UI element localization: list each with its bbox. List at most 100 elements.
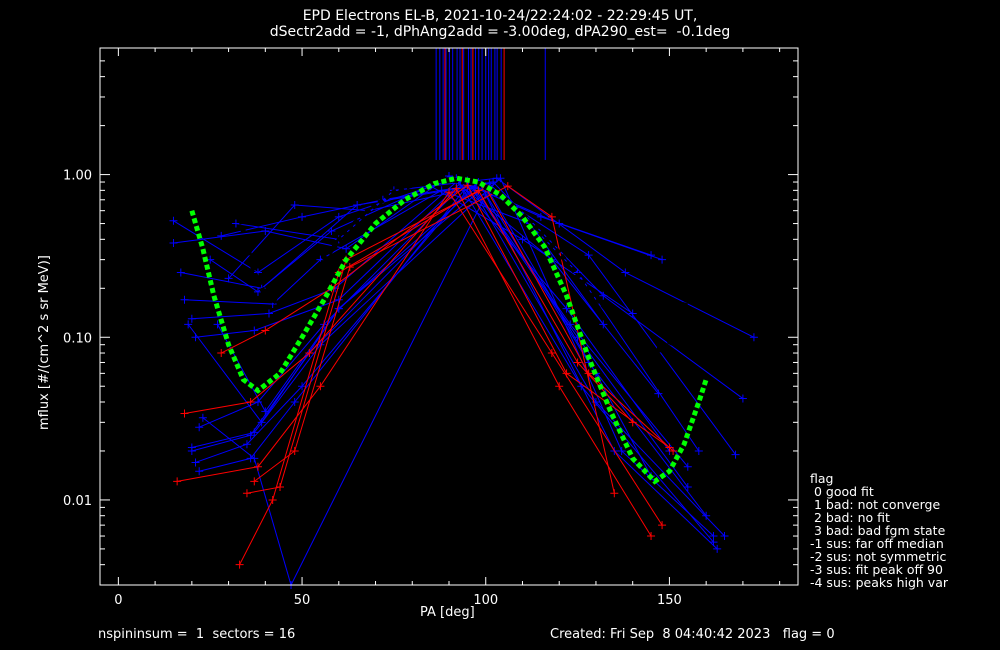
- series-line: [198, 179, 689, 488]
- data-point: [342, 244, 351, 253]
- data-point: [573, 358, 582, 367]
- data-point: [658, 521, 667, 530]
- data-point: [738, 394, 747, 403]
- data-point: [683, 462, 692, 471]
- x-axis-label: PA [deg]: [420, 605, 475, 620]
- data-point: [246, 397, 255, 406]
- data-point: [191, 458, 200, 467]
- reference-curves-layer: [189, 53, 709, 485]
- data-point: [224, 274, 233, 283]
- data-point: [334, 212, 343, 221]
- data-point: [720, 532, 729, 541]
- data-point: [445, 188, 453, 197]
- data-point: [669, 446, 678, 455]
- data-point: [242, 440, 251, 449]
- data-point: [242, 489, 251, 498]
- data-point: [290, 397, 299, 406]
- data-point: [217, 349, 226, 358]
- data-point: [713, 544, 722, 553]
- series-line: [253, 185, 615, 494]
- legend-entry: 2 bad: no fit: [810, 510, 890, 525]
- data-point: [253, 462, 262, 471]
- data-point: [628, 309, 637, 318]
- data-point: [305, 349, 314, 358]
- data-point: [180, 409, 189, 418]
- data-point: [518, 235, 527, 244]
- data-point: [610, 489, 619, 498]
- data-point: [253, 287, 262, 296]
- data-point: [261, 407, 270, 416]
- data-point: [316, 382, 325, 391]
- data-point: [290, 201, 299, 210]
- data-point: [503, 182, 512, 191]
- footer-right: Created: Fri Sep 8 04:40:42 2023 flag = …: [550, 627, 835, 642]
- footer-left: nspininsum = 1 sectors = 16: [98, 627, 296, 642]
- chart-title: EPD Electrons EL-B, 2021-10-24/22:24:02 …: [302, 8, 698, 24]
- data-point: [250, 428, 259, 437]
- reference-curve: [207, 53, 709, 354]
- data-point: [169, 238, 178, 247]
- data-point: [562, 304, 571, 313]
- data-point: [599, 291, 608, 300]
- y-tick-label: 1.00: [63, 169, 92, 184]
- data-point: [647, 251, 656, 260]
- series-line: [173, 175, 652, 256]
- data-point: [584, 369, 593, 378]
- data-point: [547, 212, 556, 221]
- data-point: [187, 443, 196, 452]
- data-point: [176, 268, 185, 277]
- data-point: [334, 304, 343, 313]
- series-line: [184, 187, 652, 537]
- data-point: [452, 184, 461, 193]
- data-point: [195, 467, 204, 476]
- data-point: [658, 255, 667, 264]
- axis-layer: 0 50 100 150 0.01 0.10 1.00: [63, 47, 798, 608]
- data-point: [250, 326, 259, 335]
- data-point: [195, 423, 204, 432]
- legend-entry: 0 good fit: [810, 484, 874, 499]
- data-point: [268, 495, 277, 504]
- data-point: [547, 349, 556, 358]
- y-tick-label: 0.01: [63, 494, 92, 509]
- legend-entry: -4 sus: peaks high var: [810, 575, 949, 590]
- data-point: [184, 320, 193, 329]
- data-point: [345, 263, 354, 272]
- chart-subtitle: dSectr2add = -1, dPhAng2add = -3.00deg, …: [269, 24, 731, 40]
- data-point: [250, 477, 259, 486]
- data-point: [264, 309, 273, 318]
- data-point: [231, 219, 240, 228]
- legend-entry: 3 bad: bad fgm state: [810, 523, 946, 538]
- data-point: [169, 216, 178, 225]
- series-line: [221, 181, 744, 399]
- data-point: [298, 212, 307, 221]
- x-tick-label: 0: [114, 593, 122, 608]
- series-line: [228, 185, 736, 455]
- data-point: [584, 251, 593, 260]
- data-point: [198, 413, 207, 422]
- data-point: [731, 450, 740, 459]
- data-point: [628, 418, 637, 427]
- data-point: [562, 369, 571, 378]
- data-point: [327, 227, 336, 236]
- legend-title: flag: [810, 471, 834, 486]
- data-point: [213, 320, 222, 329]
- series-line: [202, 193, 718, 587]
- data-point: [470, 184, 479, 193]
- legend-entry: -1 sus: far off median: [810, 536, 944, 551]
- legend-entry: -2 sus: not symmetric: [810, 549, 947, 564]
- data-point: [683, 483, 692, 492]
- data-point: [180, 295, 189, 304]
- series-line: [191, 181, 707, 517]
- series-line: [235, 177, 755, 338]
- series-line: [177, 191, 663, 526]
- data-point: [536, 212, 545, 221]
- data-point: [555, 382, 564, 391]
- legend-entry: 1 bad: not converge: [810, 497, 941, 512]
- data-point: [187, 314, 196, 323]
- data-point: [217, 231, 226, 240]
- y-tick-label: 0.10: [63, 331, 92, 346]
- data-point: [496, 174, 505, 183]
- data-point: [261, 326, 270, 335]
- data-point: [235, 560, 244, 569]
